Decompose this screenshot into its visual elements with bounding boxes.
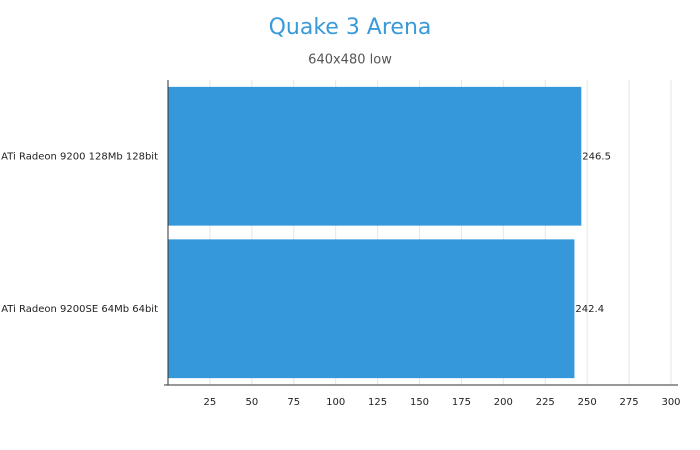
value-label: 242.4 [575,304,604,315]
bar [168,239,575,379]
x-tick-label: 200 [494,397,513,408]
x-tick-label: 50 [245,397,258,408]
x-tick-label: 25 [204,397,217,408]
chart-title: Quake 3 Arena [269,15,432,40]
x-tick-label: 175 [452,397,471,408]
y-tick-label: ATi Radeon 9200SE 64Mb 64bit [1,304,158,315]
value-label: 246.5 [582,151,611,162]
chart-subtitle: 640x480 low [308,53,392,68]
x-tick-label: 250 [578,397,597,408]
bar [168,86,582,226]
x-tick-label: 275 [620,397,639,408]
y-tick-label: ATi Radeon 9200 128Mb 128bit [1,151,158,162]
x-tick-label: 100 [326,397,345,408]
x-tick-label: 300 [661,397,680,408]
x-tick-label: 225 [536,397,555,408]
x-tick-label: 150 [410,397,429,408]
x-tick-label: 75 [287,397,300,408]
x-tick-label: 125 [368,397,387,408]
